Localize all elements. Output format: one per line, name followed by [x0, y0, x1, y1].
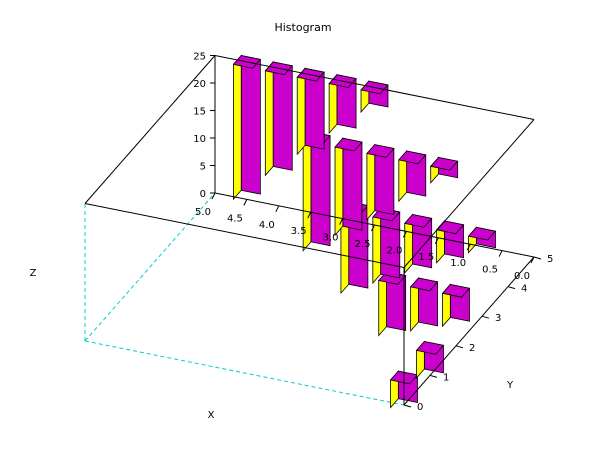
y-tick [481, 315, 490, 319]
bar-top-face [429, 157, 459, 171]
x-tick-label: 3.0 [323, 233, 339, 244]
x-tick-label: 1.5 [418, 252, 434, 263]
x-axis-label: X [208, 410, 215, 421]
x-tick [307, 211, 312, 219]
bar-top-face [403, 214, 433, 228]
bar-front-face [310, 131, 331, 247]
bar [429, 156, 459, 184]
chart-title: Histogram [274, 21, 331, 34]
hidden-edge [84, 192, 216, 342]
y-axis-label: Y [506, 380, 514, 391]
bar [264, 60, 294, 177]
x-tick-label: 3.5 [291, 226, 307, 237]
y-tick [455, 345, 464, 349]
bar [398, 149, 427, 203]
bar-front-face [240, 55, 261, 195]
y-axis-line [403, 256, 535, 406]
y-tick-label: 4 [521, 284, 527, 295]
x-tick [371, 224, 375, 232]
bar [409, 276, 439, 332]
z-tick-label: 20 [193, 79, 206, 90]
y-tick [429, 374, 438, 378]
bar [366, 143, 395, 221]
x-tick-label: 4.0 [259, 220, 275, 231]
z-axis-label: Z [30, 268, 37, 279]
x-tick-label: 0.5 [482, 265, 498, 276]
bar-front-face [342, 137, 363, 231]
bar [403, 213, 433, 274]
z-tick-label: 15 [193, 107, 206, 118]
back-box-lines [84, 192, 405, 406]
bar [296, 67, 325, 156]
bar [415, 340, 445, 379]
bar-top-face [467, 226, 497, 241]
x-tick-label: 5.0 [195, 207, 211, 218]
y-tick [533, 256, 542, 260]
bar-side-face [372, 207, 382, 285]
x-tick [530, 256, 535, 264]
x-tick [275, 205, 280, 213]
bar-top-face [441, 284, 471, 298]
box-edge [84, 203, 405, 268]
bar-top-face [366, 144, 395, 158]
y-tick [403, 404, 412, 408]
y-tick [507, 286, 516, 290]
x-tick-label: 2.5 [355, 239, 371, 250]
box-edge [84, 55, 216, 204]
bar [232, 54, 262, 201]
tick-labels: 0.0 0.5 1.0 1.5 2.0 2.5 3.0 3.5 4.0 4.5 5.0 0 1 2 3 4 5 0… [193, 52, 553, 414]
y-tick-label: 3 [495, 313, 501, 324]
x-tick [211, 192, 216, 200]
x-tick-label: 4.5 [227, 213, 243, 224]
bar [435, 219, 465, 264]
x-tick-label: 2.0 [386, 245, 402, 256]
x-tick [466, 243, 471, 251]
bar-front-face [272, 61, 293, 171]
bar [441, 283, 471, 328]
bar-top-face [334, 137, 363, 152]
x-tick [402, 231, 407, 238]
bar [372, 207, 401, 285]
bar-side-face [264, 60, 274, 177]
bar [467, 226, 497, 254]
z-tick-label: 10 [193, 134, 206, 145]
z-tick-label: 25 [193, 52, 206, 63]
bar-top-face [409, 277, 439, 292]
box-edge [403, 119, 535, 268]
x-tick [498, 250, 503, 257]
y-tick-label: 1 [443, 372, 449, 383]
bars-layer [232, 54, 497, 409]
bar-side-face [366, 143, 376, 221]
z-tick-label: 5 [200, 162, 206, 173]
x-tick-label: 1.0 [450, 258, 466, 269]
x-tick [243, 199, 248, 206]
x-tick-label: 0.0 [514, 271, 530, 282]
bar-side-face [296, 67, 306, 156]
hidden-edge [84, 340, 405, 406]
x-tick [339, 218, 344, 225]
y-tick-label: 2 [469, 343, 475, 354]
box-edge [214, 55, 535, 120]
bar-top-face [398, 150, 427, 165]
bar [334, 137, 363, 237]
bar-side-face [233, 54, 242, 201]
y-tick-label: 0 [417, 402, 423, 413]
bar [377, 270, 407, 337]
bar-top-face [415, 341, 445, 355]
y-tick-label: 5 [547, 254, 553, 265]
x-tick [434, 237, 439, 245]
z-tick-label: 0 [200, 189, 206, 200]
